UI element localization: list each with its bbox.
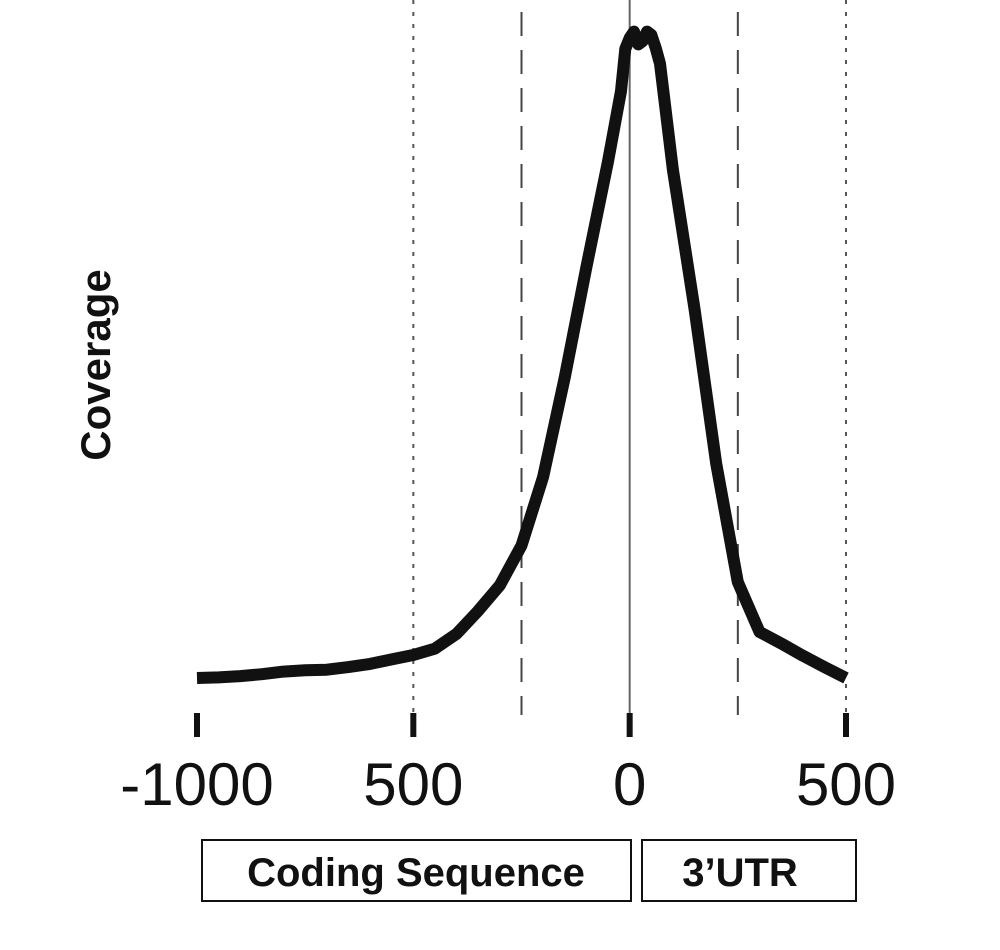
x-tick-label-3: 500 (796, 751, 896, 818)
series-layer (196, 25, 849, 684)
region-box (201, 839, 632, 902)
region-coding-sequence: Coding Sequence (201, 839, 632, 902)
coverage-line-0 (196, 25, 849, 684)
x-tick-label-2: 0 (613, 751, 646, 818)
x-tick-mark-0 (194, 713, 200, 737)
region-label-coding-sequence: Coding Sequence (247, 851, 585, 895)
region-label-3utr: 3’UTR (682, 851, 798, 895)
reference-lines (412, 0, 847, 715)
region-box (641, 839, 857, 902)
x-tick-label-0: -1000 (120, 751, 273, 818)
y-axis-label: Coverage (72, 269, 119, 460)
x-tick-mark-1 (410, 713, 417, 737)
x-tick-label-1: 500 (363, 751, 463, 818)
region-3utr: 3’UTR (641, 839, 857, 902)
x-tick-mark-2 (626, 713, 633, 737)
x-axis: -1000 500 0 500 (120, 713, 896, 818)
x-tick-mark-3 (843, 713, 849, 737)
